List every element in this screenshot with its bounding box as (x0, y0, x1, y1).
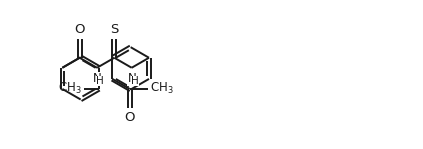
Text: N: N (128, 72, 136, 85)
Text: CH$_3$: CH$_3$ (150, 81, 173, 97)
Text: S: S (110, 23, 118, 36)
Text: O: O (124, 111, 135, 124)
Text: H: H (96, 76, 104, 86)
Text: H: H (131, 76, 139, 86)
Text: CH$_3$: CH$_3$ (58, 81, 82, 97)
Text: N: N (93, 72, 102, 85)
Text: O: O (74, 23, 85, 36)
